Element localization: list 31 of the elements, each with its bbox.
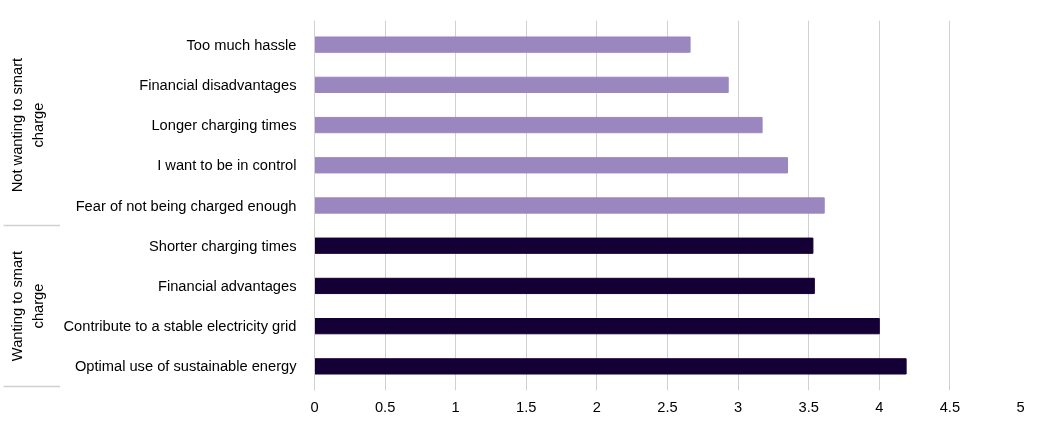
y-tick-label: Too much hassle [186, 36, 297, 53]
x-tick-label: 4.5 [939, 398, 961, 415]
x-tick-label: 1.5 [516, 398, 537, 415]
text: Not wanting to smart charge [8, 57, 47, 193]
bar [314, 237, 814, 254]
y-tick-label: Financial advantages [157, 277, 297, 294]
x-tick-label: 2.5 [657, 398, 678, 415]
x-tick-label: 3.5 [798, 398, 819, 415]
y-tick-label: Contribute to a stable electricity grid [63, 318, 297, 335]
bar [314, 318, 880, 335]
y-tick-label: Longer charging times [151, 117, 297, 134]
y-tick-label: Optimal use of sustainable energy [74, 358, 298, 375]
bar [314, 157, 789, 174]
bar [314, 116, 763, 134]
bar [314, 358, 907, 375]
y-tick-label: Fear of not being charged enough [75, 197, 297, 214]
bar [314, 36, 691, 53]
x-tick-label: 3 [734, 398, 743, 415]
x-tick-label: 0.5 [374, 398, 396, 415]
text: Wanting to smart charge [8, 250, 47, 362]
y-tick-label: I want to be in control [157, 157, 297, 174]
bar [314, 76, 729, 93]
x-tick-label: 2 [592, 398, 601, 415]
y-tick-label: Financial disadvantages [139, 76, 297, 93]
y-tick-label: Shorter charging times [149, 237, 297, 254]
x-tick-label: 4 [875, 398, 884, 415]
bar [314, 277, 815, 295]
x-tick-label: 1 [451, 398, 460, 415]
x-tick-label: 0 [310, 398, 319, 415]
bar [314, 197, 825, 214]
x-tick-label: 5 [1016, 398, 1025, 415]
